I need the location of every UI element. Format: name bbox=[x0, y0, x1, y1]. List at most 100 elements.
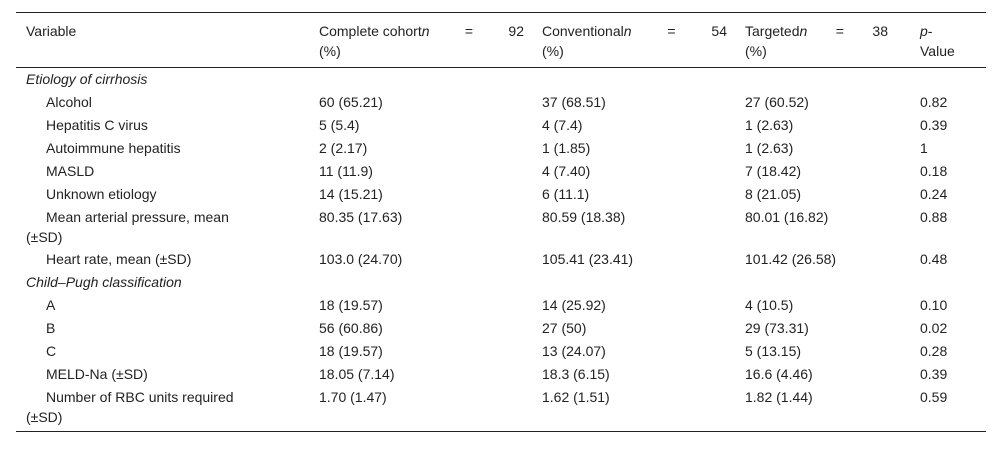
cell-complete: 2 (2.17) bbox=[319, 140, 368, 156]
table-row: Number of RBC units required (±SD) 1.70 (1… bbox=[16, 386, 986, 432]
row-label-line2: (±SD) bbox=[26, 409, 63, 425]
row-label: MELD-Na (±SD) bbox=[16, 363, 309, 386]
cell-complete: 60 (65.21) bbox=[319, 94, 383, 110]
cell-targeted: 1.82 (1.44) bbox=[735, 386, 910, 432]
row-label-text: MASLD bbox=[46, 163, 95, 179]
row-label: A bbox=[16, 294, 309, 317]
row-label: MASLD bbox=[16, 160, 309, 183]
data-table: Variable Complete cohortn = 92 (%) Conve… bbox=[16, 12, 986, 432]
cell-targeted: 101.42 (26.58) bbox=[745, 251, 837, 267]
header-pvalue-rest: Value bbox=[920, 43, 955, 59]
row-label-text: Autoimmune hepatitis bbox=[46, 140, 181, 156]
table-body: Etiology of cirrhosis Alcohol 60 (65.21) 37… bbox=[16, 68, 986, 432]
row-label-text: Hepatitis C virus bbox=[46, 117, 148, 133]
table-row: Mean arterial pressure, mean (±SD) 80.35 (… bbox=[16, 206, 986, 248]
header-equals: = bbox=[835, 23, 844, 39]
header-pct: (%) bbox=[745, 43, 767, 59]
table-row: Unknown etiology 14 (15.21) 6 (11.1) 8 (21.… bbox=[16, 183, 986, 206]
cell-targeted: 5 (13.15) bbox=[745, 343, 802, 359]
row-label: Number of RBC units required (±SD) bbox=[16, 386, 309, 432]
header-n-symbol: n bbox=[623, 23, 632, 39]
cell-targeted: 27 (60.52) bbox=[745, 94, 809, 110]
header-n-symbol: n bbox=[421, 23, 430, 39]
row-label-text: Alcohol bbox=[46, 94, 92, 110]
header-equals: = bbox=[464, 23, 474, 39]
section-label: Etiology of cirrhosis bbox=[26, 71, 148, 87]
table-header: Variable Complete cohortn = 92 (%) Conve… bbox=[16, 12, 986, 68]
cell-pvalue: 0.02 bbox=[920, 320, 948, 336]
row-label-text: A bbox=[46, 297, 56, 313]
row-label: Alcohol bbox=[16, 91, 309, 114]
cell-pvalue: 0.39 bbox=[920, 366, 948, 382]
header-complete-label: Complete cohort bbox=[319, 23, 422, 39]
row-label: B bbox=[16, 317, 309, 340]
row-label: C bbox=[16, 340, 309, 363]
cell-targeted: 7 (18.42) bbox=[745, 163, 802, 179]
cell-conventional: 4 (7.40) bbox=[542, 163, 591, 179]
cell-complete: 103.0 (24.70) bbox=[319, 251, 403, 267]
cell-conventional: 1.62 (1.51) bbox=[532, 386, 735, 432]
cell-complete: 56 (60.86) bbox=[319, 320, 383, 336]
row-label-text: C bbox=[46, 343, 57, 359]
cell-conventional: 13 (24.07) bbox=[542, 343, 606, 359]
cell-complete: 5 (5.4) bbox=[319, 117, 360, 133]
cell-pvalue: 0.82 bbox=[920, 94, 948, 110]
row-label-line1: Number of RBC units required bbox=[46, 389, 234, 405]
cell-pvalue: 1 bbox=[920, 140, 928, 156]
header-n-symbol: n bbox=[799, 23, 808, 39]
table-container: Variable Complete cohortn = 92 (%) Conve… bbox=[16, 12, 986, 432]
table-row: Hepatitis C virus 5 (5.4) 4 (7.4) 1 (2.63) 0… bbox=[16, 114, 986, 137]
cell-targeted: 29 (73.31) bbox=[745, 320, 809, 336]
header-targeted: Targetedn = 38 (%) bbox=[735, 12, 910, 68]
header-pvalue-p: p bbox=[920, 23, 928, 39]
cell-conventional: 27 (50) bbox=[542, 320, 587, 336]
header-conventional: Conventionaln = 54 (%) bbox=[532, 12, 735, 68]
cell-conventional: 14 (25.92) bbox=[542, 297, 606, 313]
cell-targeted: 1 (2.63) bbox=[745, 117, 794, 133]
cell-conventional: 105.41 (23.41) bbox=[542, 251, 634, 267]
cell-pvalue: 0.18 bbox=[920, 163, 948, 179]
cell-complete: 18.05 (7.14) bbox=[319, 366, 395, 382]
cell-targeted: 4 (10.5) bbox=[745, 297, 794, 313]
table-row: B 56 (60.86) 27 (50) 29 (73.31) 0.02 bbox=[16, 317, 986, 340]
cell-pvalue: 0.24 bbox=[920, 186, 948, 202]
section-row: Child–Pugh classification bbox=[16, 271, 986, 294]
cell-complete: 18 (19.57) bbox=[319, 297, 383, 313]
header-conventional-label: Conventional bbox=[542, 23, 624, 39]
table-row: MASLD 11 (11.9) 4 (7.40) 7 (18.42) 0.18 bbox=[16, 160, 986, 183]
header-variable: Variable bbox=[16, 12, 309, 68]
cell-pvalue: 0.59 bbox=[910, 386, 986, 432]
cell-conventional: 18.3 (6.15) bbox=[542, 366, 610, 382]
cell-pvalue: 0.28 bbox=[920, 343, 948, 359]
cell-conventional: 4 (7.4) bbox=[542, 117, 583, 133]
table-row: Autoimmune hepatitis 2 (2.17) 1 (1.85) 1 (2… bbox=[16, 137, 986, 160]
header-complete-n: 92 bbox=[508, 23, 524, 39]
header-pct: (%) bbox=[542, 43, 564, 59]
header-targeted-n: 38 bbox=[872, 23, 888, 39]
cell-pvalue: 0.48 bbox=[920, 251, 948, 267]
cell-complete: 80.35 (17.63) bbox=[319, 209, 403, 225]
cell-conventional: 80.59 (18.38) bbox=[542, 209, 626, 225]
cell-pvalue: 0.10 bbox=[920, 297, 948, 313]
header-targeted-label: Targeted bbox=[745, 23, 800, 39]
header-equals: = bbox=[667, 23, 676, 39]
cell-complete: 1.70 (1.47) bbox=[309, 386, 532, 432]
cell-targeted: 16.6 (4.46) bbox=[745, 366, 813, 382]
cell-targeted: 8 (21.05) bbox=[745, 186, 802, 202]
row-label-text: Heart rate, mean (±SD) bbox=[46, 251, 192, 267]
row-label-line2: (±SD) bbox=[26, 229, 63, 245]
cell-targeted: 1 (2.63) bbox=[745, 140, 794, 156]
table-row: MELD-Na (±SD) 18.05 (7.14) 18.3 (6.15) 16.6… bbox=[16, 363, 986, 386]
header-pvalue: p- Value bbox=[910, 12, 986, 68]
table-row: C 18 (19.57) 13 (24.07) 5 (13.15) 0.28 bbox=[16, 340, 986, 363]
row-label: Hepatitis C virus bbox=[16, 114, 309, 137]
row-label: Heart rate, mean (±SD) bbox=[16, 248, 309, 271]
row-label: Unknown etiology bbox=[16, 183, 309, 206]
table-row: Heart rate, mean (±SD) 103.0 (24.70) 105.4… bbox=[16, 248, 986, 271]
row-label: Autoimmune hepatitis bbox=[16, 137, 309, 160]
cell-conventional: 6 (11.1) bbox=[542, 186, 590, 202]
row-label: Mean arterial pressure, mean (±SD) bbox=[16, 206, 309, 248]
section-label: Child–Pugh classification bbox=[26, 274, 182, 290]
row-label-text: B bbox=[46, 320, 56, 336]
header-pvalue-dash: - bbox=[927, 23, 933, 39]
